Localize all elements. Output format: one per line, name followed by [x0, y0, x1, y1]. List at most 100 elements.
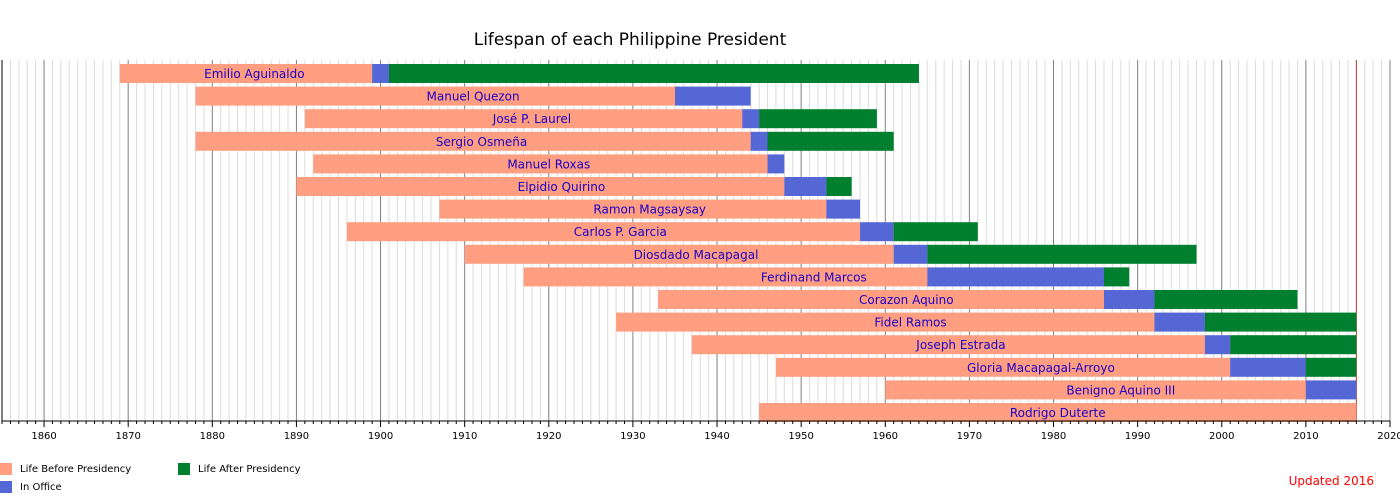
updated-note: Updated 2016 [1288, 474, 1374, 488]
president-name-label: Diosdado Macapagal [634, 248, 759, 262]
life-before-bar [616, 312, 1155, 332]
x-tick-label: 1870 [115, 431, 140, 442]
in-office-bar [860, 222, 894, 242]
chart-title: Lifespan of each Philippine President [473, 30, 787, 50]
x-tick-label: 1990 [1125, 431, 1150, 442]
x-tick-label: 2020 [1377, 431, 1400, 442]
legend-swatch-office [0, 481, 12, 493]
president-row: Carlos P. Garcia [346, 222, 978, 242]
president-bars: Emilio Aguinaldo Manuel Quezon José P. Lau… [119, 64, 1357, 422]
life-after-bar [1103, 267, 1130, 287]
president-name-label: Emilio Aguinaldo [204, 67, 304, 81]
x-tick-label: 1900 [368, 431, 393, 442]
life-after-bar [388, 64, 919, 83]
president-name-label: Ramon Magsaysay [593, 203, 706, 217]
life-after-bar [927, 244, 1197, 264]
president-row: Sergio Osmeña [195, 131, 894, 151]
president-name-label: Manuel Quezon [427, 90, 520, 104]
president-row: Benigno Aquino III [885, 380, 1357, 400]
x-tick-label: 1950 [788, 431, 813, 442]
in-office-bar [750, 131, 768, 151]
president-name-label: Fidel Ramos [874, 316, 946, 330]
life-after-bar [826, 177, 852, 196]
president-name-label: Gloria Macapagal-Arroyo [967, 361, 1115, 375]
life-before-bar [313, 154, 768, 174]
president-name-label: Ferdinand Marcos [761, 270, 867, 284]
x-tick-label: 2000 [1209, 431, 1234, 442]
life-after-bar [1230, 335, 1357, 355]
president-name-label: Benigno Aquino III [1066, 383, 1175, 397]
life-after-bar [1154, 290, 1298, 309]
x-tick-label: 1910 [452, 431, 477, 442]
president-row: Corazon Aquino [658, 290, 1298, 309]
legend-label-after: Life After Presidency [198, 463, 301, 475]
life-after-bar [759, 109, 877, 129]
president-name-label: José P. Laurel [492, 112, 571, 126]
life-before-bar [523, 267, 928, 287]
president-name-label: Joseph Estrada [915, 338, 1005, 352]
legend-label-before: Life Before Presidency [20, 463, 132, 475]
president-name-label: Elpidio Quirino [518, 180, 606, 194]
in-office-bar [826, 199, 861, 219]
president-row: Ramon Magsaysay [439, 199, 861, 219]
life-before-bar [439, 199, 827, 219]
life-before-bar [346, 222, 861, 242]
president-name-label: Manuel Roxas [507, 157, 590, 171]
president-name-label: Corazon Aquino [859, 293, 954, 307]
x-axis: 1860 1870 1880 1890 1900 1910 1920 1930 1940 1950… [1, 60, 1400, 442]
legend-item-before: Life Before Presidency [0, 463, 131, 475]
in-office-bar [767, 154, 785, 174]
life-before-bar [195, 131, 751, 151]
president-row: Fidel Ramos [616, 312, 1357, 332]
president-row: Gloria Macapagal-Arroyo [775, 357, 1357, 377]
president-name-label: Rodrigo Duterte [1010, 406, 1106, 420]
x-tick-label: 1890 [284, 431, 309, 442]
president-row: Rodrigo Duterte [759, 403, 1357, 422]
in-office-bar [1154, 312, 1205, 332]
president-row: Manuel Roxas [313, 154, 785, 174]
x-tick-label: 1860 [31, 431, 56, 442]
life-before-bar [885, 380, 1306, 400]
life-before-bar [195, 86, 675, 106]
in-office-bar [893, 244, 928, 264]
president-row: Ferdinand Marcos [523, 267, 1130, 287]
life-before-bar [464, 244, 894, 264]
x-tick-label: 1970 [957, 431, 982, 442]
life-after-bar [893, 222, 978, 242]
in-office-bar [1230, 357, 1306, 377]
in-office-bar [1204, 335, 1231, 355]
x-tick-label: 1880 [200, 431, 225, 442]
legend-swatch-before [0, 463, 12, 475]
president-row: José P. Laurel [304, 109, 877, 129]
life-before-bar [775, 357, 1231, 377]
life-before-bar [759, 403, 1357, 422]
president-name-label: Carlos P. Garcia [574, 225, 667, 239]
legend-item-after: Life After Presidency [178, 463, 301, 475]
president-row: Emilio Aguinaldo [119, 64, 919, 83]
in-office-bar [372, 64, 389, 83]
in-office-bar [742, 109, 760, 129]
life-after-bar [767, 131, 894, 151]
president-row: Manuel Quezon [195, 86, 751, 106]
president-row: Diosdado Macapagal [464, 244, 1197, 264]
x-tick-label: 1930 [620, 431, 645, 442]
in-office-bar [1305, 380, 1357, 400]
president-row: Elpidio Quirino [296, 177, 852, 196]
legend-swatch-after [178, 463, 190, 475]
life-after-bar [1204, 312, 1357, 332]
in-office-bar [674, 86, 751, 106]
president-name-label: Sergio Osmeña [436, 135, 528, 149]
life-before-bar [691, 335, 1205, 355]
legend-item-office: In Office [0, 481, 62, 493]
life-before-bar [296, 177, 785, 196]
x-tick-label: 1920 [536, 431, 561, 442]
president-row: Joseph Estrada [691, 335, 1357, 355]
x-tick-label: 2010 [1293, 431, 1318, 442]
in-office-bar [927, 267, 1104, 287]
x-tick-label: 1940 [704, 431, 729, 442]
life-before-bar [119, 64, 373, 83]
life-before-bar [658, 290, 1104, 309]
life-before-bar [304, 109, 743, 129]
x-tick-label: 1980 [1041, 431, 1066, 442]
